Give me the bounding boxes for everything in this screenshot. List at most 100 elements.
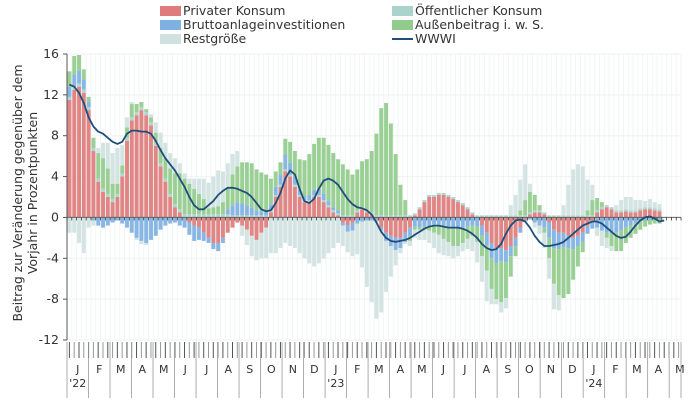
- legend-item-aussenbeitrag[interactable]: Außenbeitrag i. w. S.: [392, 17, 544, 32]
- bar-segment: [139, 240, 144, 244]
- bar-segment: [278, 217, 283, 249]
- bar-segment: [249, 207, 254, 216]
- bar-segment: [523, 217, 528, 220]
- bar-segment: [470, 235, 475, 252]
- month-label: O: [525, 363, 534, 376]
- bar-segment: [575, 217, 580, 236]
- bar-segment: [153, 142, 158, 146]
- bar-segment: [206, 237, 211, 243]
- bar-segment: [158, 163, 163, 167]
- legend-item-restgroesse[interactable]: Restgröße: [160, 31, 246, 46]
- bar-segment: [561, 217, 566, 233]
- bar-segment: [590, 220, 595, 229]
- bar-segment: [580, 232, 585, 242]
- bar-segment: [643, 201, 648, 208]
- bar-segment: [225, 217, 230, 233]
- bar-segment: [585, 225, 590, 234]
- bar-segment: [86, 102, 91, 108]
- bar-segment: [446, 241, 451, 257]
- bar-segment: [422, 217, 427, 227]
- legend-item-privater-konsum[interactable]: Privater Konsum: [160, 3, 285, 18]
- bar-segment: [278, 174, 283, 185]
- bar-segment: [134, 104, 139, 113]
- bar-segment: [153, 217, 158, 236]
- bar-segment: [379, 227, 384, 231]
- bar-segment: [139, 107, 144, 111]
- bar-segment: [647, 199, 652, 208]
- bar-segment: [355, 217, 360, 224]
- bar-segment: [547, 215, 552, 218]
- bar-segment: [422, 202, 427, 218]
- bar-segment: [278, 186, 283, 218]
- bar-segment: [240, 217, 245, 226]
- bar-segment: [158, 166, 163, 218]
- bar-segment: [528, 214, 532, 218]
- bar-segment: [230, 217, 235, 228]
- bar-segment: [446, 197, 451, 218]
- bar-segment: [638, 221, 643, 230]
- bar-segment: [475, 217, 480, 227]
- bar-segment: [268, 178, 273, 205]
- bar-segment: [345, 225, 350, 232]
- bar-segment: [345, 215, 350, 218]
- bar-segment: [432, 224, 436, 233]
- bar-segment: [292, 186, 297, 218]
- bar-segment: [177, 173, 182, 210]
- bar-segment: [499, 248, 504, 262]
- bar-segment: [379, 215, 384, 218]
- x-axis-labels: J F M A M J J A S O N D J F M A M J J A S O N D J F M A M'22'23'24: [66, 342, 685, 398]
- bar-segment: [446, 217, 451, 227]
- bar-segment: [268, 204, 273, 211]
- bar-segment: [657, 209, 662, 212]
- bar-segment: [115, 197, 120, 218]
- bar-segment: [403, 217, 408, 233]
- bar-segment: [115, 183, 120, 194]
- bar-segment: [398, 248, 403, 254]
- bar-segment: [144, 115, 149, 218]
- bar-segment: [518, 210, 523, 216]
- bar-segment: [105, 197, 110, 218]
- bar-segment: [652, 219, 657, 224]
- bar-segment: [398, 215, 403, 218]
- bar-segment: [398, 217, 403, 238]
- bar-segment: [657, 204, 662, 210]
- bar-segment: [417, 217, 422, 228]
- bar-segment: [235, 215, 240, 218]
- bar-segment: [571, 217, 576, 238]
- bar-segment: [566, 184, 571, 216]
- bar-segment: [547, 217, 552, 223]
- bar-segment: [643, 217, 648, 221]
- bar-segment: [364, 159, 369, 211]
- bar-segment: [489, 215, 494, 218]
- bar-segment: [316, 137, 321, 189]
- bar-segment: [326, 144, 331, 202]
- bar-segment: [340, 164, 345, 216]
- bar-segment: [451, 246, 456, 259]
- legend-item-bruttoanlageinvestitionen[interactable]: Bruttoanlageinvestitionen: [160, 17, 345, 32]
- bar-segment: [268, 210, 273, 213]
- bar-segment: [129, 217, 134, 233]
- bar-segment: [566, 235, 571, 249]
- bar-segment: [144, 217, 149, 243]
- bar-segment: [364, 212, 369, 218]
- bar-segment: [268, 217, 273, 254]
- legend-item-wwwi[interactable]: WWWI: [392, 31, 456, 46]
- bar-segment: [201, 178, 206, 200]
- bar-segment: [153, 145, 158, 218]
- bar-segment: [244, 205, 249, 216]
- month-label: M: [632, 363, 642, 376]
- bar-segment: [91, 220, 96, 226]
- legend-item-oeffentlicher-konsum[interactable]: Öffentlicher Konsum: [392, 3, 542, 18]
- bar-segment: [129, 104, 134, 118]
- bar-segment: [297, 194, 302, 197]
- bar-segment: [609, 246, 614, 252]
- bar-segment: [249, 217, 254, 236]
- bar-segment: [182, 214, 187, 218]
- legend-swatch: [160, 33, 181, 44]
- legend-swatch: [160, 5, 181, 16]
- bar-segment: [456, 217, 460, 228]
- bar-segment: [144, 112, 149, 116]
- bar-segment: [91, 217, 96, 221]
- month-label: A: [397, 363, 405, 376]
- bar-segment: [633, 223, 638, 234]
